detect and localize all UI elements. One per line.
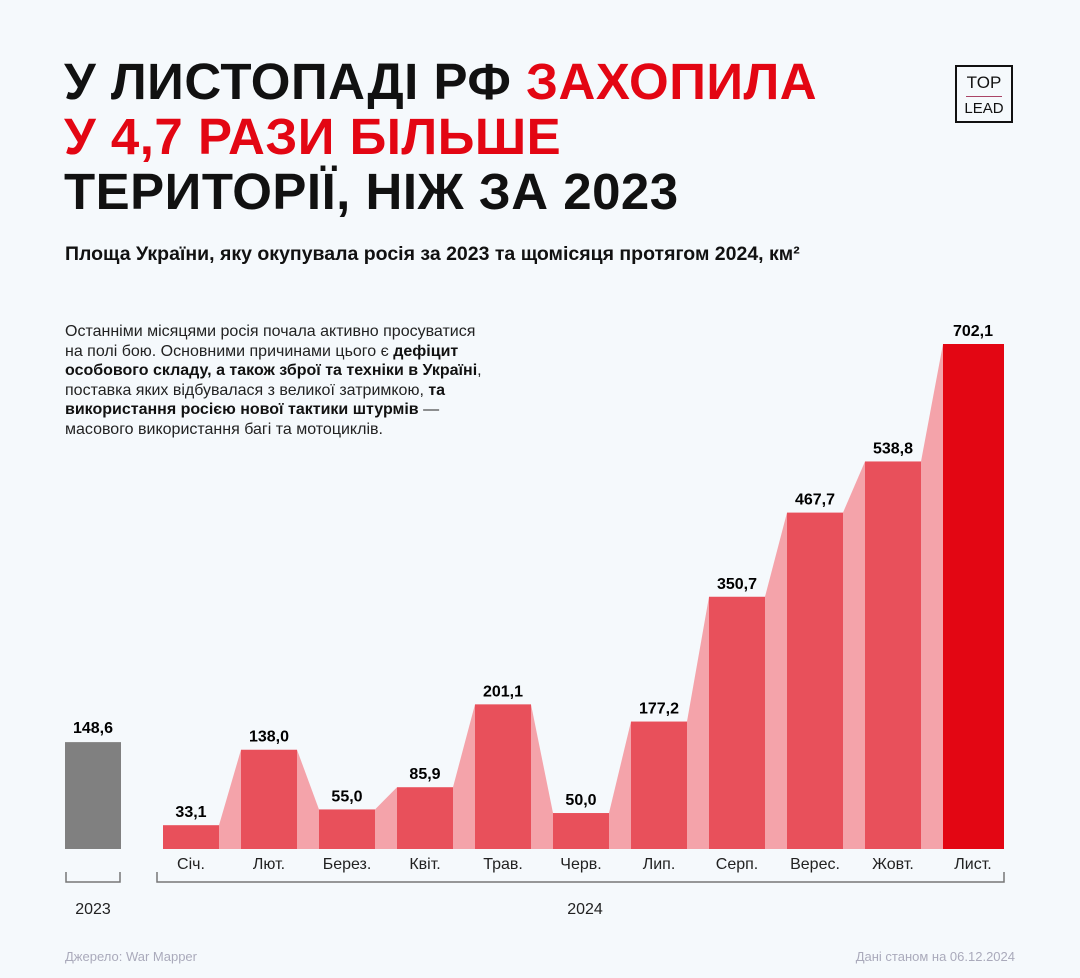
x-tick-label: Лист.	[954, 856, 991, 873]
bar-3	[319, 809, 375, 849]
data-label: 55,0	[331, 788, 362, 805]
bar-7	[631, 721, 687, 849]
headline-highlight: У 4,7 РАЗИ БІЛЬШЕ	[64, 108, 562, 165]
x-tick-label: Верес.	[790, 856, 840, 873]
x-tick-label: Черв.	[560, 856, 601, 873]
bar-1	[163, 825, 219, 849]
data-label: 33,1	[175, 804, 206, 821]
bar-connector	[765, 512, 787, 849]
source-note: Джерело: War Mapper	[65, 949, 197, 964]
paragraph-segment: Останніми місяцями росія почала активно …	[65, 323, 476, 360]
bar-connector	[375, 787, 397, 849]
bar-connector	[453, 704, 475, 849]
data-label: 702,1	[953, 323, 993, 340]
paragraph-segment: , поставка яких відбувалася з великої за…	[65, 362, 482, 399]
bar-connector	[219, 749, 241, 849]
group-label: 2024	[567, 901, 603, 918]
data-label: 148,6	[73, 720, 113, 737]
headline-part: У ЛИСТОПАДІ РФ	[64, 53, 527, 110]
x-tick-label: Січ.	[177, 856, 205, 873]
x-tick-label: Лют.	[253, 856, 285, 873]
data-label: 85,9	[409, 766, 440, 783]
data-label: 350,7	[717, 576, 757, 593]
bar-6	[553, 813, 609, 849]
bar-8	[709, 596, 765, 849]
paragraph-segment: дефіцит особового складу, а також зброї …	[65, 342, 478, 380]
logo-bottom: LEAD	[964, 100, 1004, 117]
bar-9	[787, 512, 843, 849]
bar-5	[475, 704, 531, 849]
headline-part: ТЕРИТОРІЇ, НІЖ ЗА 2023	[64, 163, 679, 220]
data-label: 138,0	[249, 729, 289, 746]
top-lead-logo: TOP LEAD	[955, 65, 1013, 123]
date-note: Дані станом на 06.12.2024	[855, 949, 1015, 964]
bar-connector	[687, 596, 709, 849]
logo-top: TOP	[966, 73, 1002, 92]
headline-highlight: ЗАХОПИЛА	[526, 53, 818, 110]
bracket-2023	[65, 872, 121, 883]
bar-connector	[843, 461, 865, 849]
data-label: 201,1	[483, 683, 523, 700]
x-tick-label: Берез.	[323, 856, 372, 873]
data-label: 538,8	[873, 440, 913, 457]
bar-10	[865, 461, 921, 849]
description-paragraph: Останніми місяцями росія почала активно …	[65, 322, 485, 439]
x-tick-label: Лип.	[643, 856, 676, 873]
bracket-2024	[156, 872, 1005, 883]
x-tick-label: Жовт.	[872, 856, 914, 873]
x-tick-label: Серп.	[716, 856, 758, 873]
headline: У ЛИСТОПАДІ РФ ЗАХОПИЛА У 4,7 РАЗИ БІЛЬШ…	[64, 54, 817, 219]
bar-2023	[65, 742, 121, 849]
bar-connector	[921, 344, 943, 849]
bar-2	[241, 749, 297, 849]
group-label: 2023	[75, 901, 111, 918]
paragraph-segment: та використання росією нової тактики шту…	[65, 381, 446, 419]
bar-4	[397, 787, 453, 849]
data-label: 50,0	[565, 792, 596, 809]
data-label: 177,2	[639, 701, 679, 718]
bar-11	[943, 344, 1004, 849]
bar-connector	[531, 704, 553, 849]
x-tick-label: Квіт.	[409, 856, 440, 873]
x-tick-label: Трав.	[483, 856, 523, 873]
bar-connector	[609, 721, 631, 849]
data-label: 467,7	[795, 492, 835, 509]
chart-subtitle: Площа України, яку окупувала росія за 20…	[65, 243, 800, 265]
bar-connector	[297, 749, 319, 849]
paragraph-segment: — масового використання багі та мотоцикл…	[65, 401, 440, 438]
